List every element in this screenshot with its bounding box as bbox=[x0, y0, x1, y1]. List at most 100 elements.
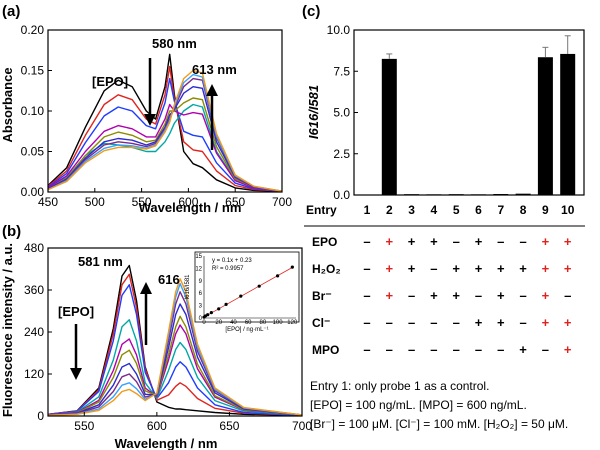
panel-a-series-9 bbox=[47, 73, 283, 192]
entry-number: 6 bbox=[475, 203, 482, 217]
minus-mark: – bbox=[363, 342, 370, 357]
minus-mark: – bbox=[408, 288, 415, 303]
inset-xlabel: [EPO] / ng·mL⁻¹ bbox=[225, 327, 268, 333]
panel-a-ytick-label: 0.10 bbox=[21, 104, 45, 118]
panel-a-series-10 bbox=[47, 69, 283, 192]
panel-b-series-1 bbox=[47, 264, 303, 416]
inset-ytick-label: 6 bbox=[199, 291, 203, 297]
inset-frame bbox=[194, 251, 300, 323]
entry-number: 5 bbox=[453, 203, 460, 217]
condition-label: H₂O₂ bbox=[312, 262, 341, 276]
plus-mark: + bbox=[519, 342, 527, 357]
entry-number: 8 bbox=[520, 203, 527, 217]
panel-a-xtick-label: 600 bbox=[178, 195, 198, 209]
condition-label: MPO bbox=[312, 343, 339, 357]
panel-a-peak-613-label: 613 nm bbox=[192, 62, 237, 77]
minus-mark: – bbox=[453, 234, 460, 249]
minus-mark: – bbox=[497, 234, 504, 249]
plus-mark: + bbox=[430, 234, 438, 249]
panel-b-epo-label: [EPO] bbox=[58, 304, 94, 319]
minus-mark: – bbox=[497, 342, 504, 357]
panel-b-label: (b) bbox=[2, 223, 21, 240]
plus-mark: + bbox=[497, 315, 505, 330]
minus-mark: – bbox=[453, 315, 460, 330]
plus-mark: + bbox=[452, 261, 460, 276]
condition-label: Cl⁻ bbox=[312, 316, 330, 330]
plus-mark: + bbox=[386, 234, 394, 249]
panel-a-xlabel: Wavelength / nm bbox=[139, 200, 242, 215]
panel-b-xlabel: Wavelength / nm bbox=[115, 436, 218, 450]
footnote-line: [EPO] = 100 ng/mL. [MPO] = 600 ng/mL. bbox=[310, 398, 527, 412]
minus-mark: – bbox=[363, 234, 370, 249]
minus-mark: – bbox=[564, 288, 571, 303]
plus-mark: + bbox=[542, 288, 550, 303]
panel-c-ytick-label: 0.0 bbox=[333, 188, 350, 202]
panel-b-ylabel: Fluorescence intensity / a.u. bbox=[0, 243, 15, 417]
panel-c-ytick-label: 2.5 bbox=[333, 147, 350, 161]
minus-mark: – bbox=[519, 315, 526, 330]
bar-entry-8 bbox=[515, 193, 531, 195]
panel-b-ytick-label: 0 bbox=[37, 409, 44, 423]
entry-number: 2 bbox=[386, 203, 393, 217]
panel-b-series-5 bbox=[47, 324, 303, 416]
inset-ytick-label: 15 bbox=[195, 254, 202, 260]
minus-mark: – bbox=[430, 261, 437, 276]
panel-a-ytick-label: 0.15 bbox=[21, 64, 45, 78]
panel-a-series-2 bbox=[47, 65, 283, 192]
panel-a-xtick-label: 500 bbox=[85, 195, 105, 209]
panel-a-xtick-label: 700 bbox=[272, 195, 292, 209]
bar-entry-2 bbox=[381, 58, 397, 195]
inset-xtick-label: 60 bbox=[245, 320, 252, 326]
panel-b-xtick-label: 600 bbox=[147, 419, 167, 433]
plus-mark: + bbox=[564, 315, 572, 330]
panel-b-up-arrow bbox=[140, 282, 152, 345]
inset-xtick-label: 80 bbox=[260, 320, 267, 326]
minus-mark: – bbox=[519, 234, 526, 249]
panel-a-series-7 bbox=[47, 86, 283, 192]
entry-number: 1 bbox=[364, 203, 371, 217]
inset-xtick-label: 40 bbox=[230, 320, 237, 326]
panel-a-series-4 bbox=[47, 103, 283, 192]
inset-ytick-label: 3 bbox=[199, 304, 203, 310]
panel-b-peak-581-label: 581 nm bbox=[78, 254, 123, 269]
plus-mark: + bbox=[475, 234, 483, 249]
inset-xtick-label: 20 bbox=[215, 320, 222, 326]
plus-mark: + bbox=[564, 234, 572, 249]
condition-label: EPO bbox=[312, 235, 337, 249]
plus-mark: + bbox=[542, 234, 550, 249]
plus-mark: + bbox=[386, 261, 394, 276]
minus-mark: – bbox=[475, 288, 482, 303]
panel-b-peak-616-label: 616 bbox=[158, 272, 180, 287]
panel-b-series-6 bbox=[47, 315, 303, 416]
inset-point bbox=[209, 311, 213, 315]
inset-point bbox=[239, 294, 243, 298]
plus-mark: + bbox=[497, 288, 505, 303]
inset-r2: R² = 0.9957 bbox=[212, 266, 244, 272]
panel-b-xtick-label: 700 bbox=[292, 419, 312, 433]
panel-b-ytick-label: 120 bbox=[24, 367, 44, 381]
condition-label: Br⁻ bbox=[312, 289, 332, 303]
minus-mark: – bbox=[519, 288, 526, 303]
plus-mark: + bbox=[475, 315, 483, 330]
panel-a-ytick-label: 0.00 bbox=[21, 185, 45, 199]
panel-a-series-3 bbox=[47, 77, 283, 192]
panel-c-ylabel: I616/I581 bbox=[306, 85, 321, 139]
footnote-line: [Br⁻] = 100 μM. [Cl⁻] = 100 mM. [H₂O₂] =… bbox=[310, 417, 568, 431]
inset-point bbox=[257, 284, 261, 288]
minus-mark: – bbox=[430, 342, 437, 357]
panel-b-series-4 bbox=[47, 319, 303, 416]
minus-mark: – bbox=[542, 342, 549, 357]
inset-xtick-label: 120 bbox=[287, 320, 298, 326]
inset-point bbox=[224, 302, 228, 306]
panel-b-ytick-label: 240 bbox=[24, 325, 44, 339]
entry-number: 9 bbox=[542, 203, 549, 217]
entry-number: 10 bbox=[561, 203, 575, 217]
panel-a-xtick-label: 450 bbox=[38, 195, 58, 209]
minus-mark: – bbox=[430, 315, 437, 330]
panel-a-xtick-label: 550 bbox=[132, 195, 152, 209]
plus-mark: + bbox=[497, 261, 505, 276]
inset-xtick-label: 0 bbox=[202, 320, 206, 326]
